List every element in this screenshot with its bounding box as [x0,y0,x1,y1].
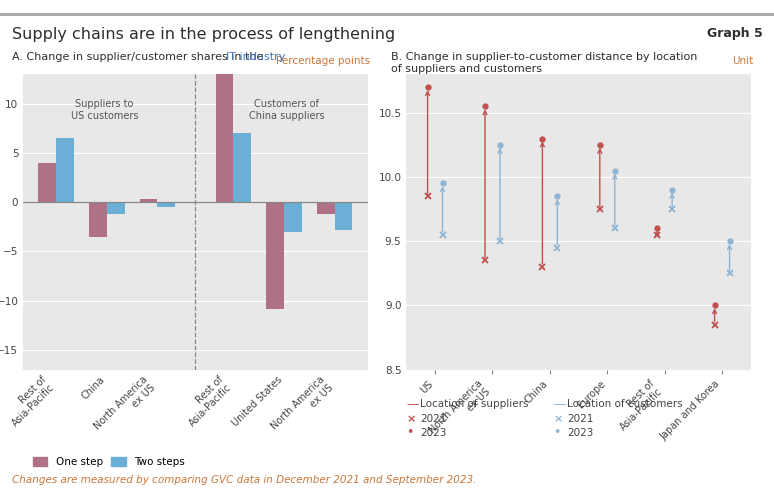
Bar [157,202,175,207]
Legend: One step, Two steps: One step, Two steps [29,453,189,471]
Text: Customers of
China suppliers: Customers of China suppliers [248,99,324,121]
Text: Location of suppliers: Location of suppliers [420,399,529,409]
Bar [140,199,157,202]
Bar [317,202,334,214]
Text: A. Change in supplier/customer shares in the: A. Change in supplier/customer shares in… [12,52,266,62]
Text: 2023: 2023 [567,428,594,437]
Text: Suppliers to
US customers: Suppliers to US customers [70,99,138,121]
Bar [216,74,234,202]
Y-axis label: Unit: Unit [732,56,754,65]
Text: •: • [406,426,414,439]
Text: 2021: 2021 [420,414,447,424]
Text: ×: × [406,414,416,424]
Text: B. Change in supplier-to-customer distance by location
of suppliers and customer: B. Change in supplier-to-customer distan… [391,52,697,74]
Bar [107,202,125,214]
Bar [57,138,74,202]
Text: 2023: 2023 [420,428,447,437]
Bar [234,133,251,202]
Y-axis label: Percentage points: Percentage points [276,56,371,65]
Text: Graph 5: Graph 5 [707,27,762,40]
Text: Changes are measured by comparing GVC data in December 2021 and September 2023.: Changes are measured by comparing GVC da… [12,475,476,485]
Bar [266,202,284,309]
Text: •: • [553,426,561,439]
Text: 2021: 2021 [567,414,594,424]
Text: —: — [553,398,566,411]
Text: IT industry: IT industry [226,52,286,62]
Bar [334,202,352,230]
Text: —: — [406,398,419,411]
Bar [89,202,107,237]
Bar [284,202,302,232]
Text: Location of customers: Location of customers [567,399,683,409]
Bar [39,163,57,202]
Text: Supply chains are in the process of lengthening: Supply chains are in the process of leng… [12,27,395,42]
Text: ×: × [553,414,563,424]
